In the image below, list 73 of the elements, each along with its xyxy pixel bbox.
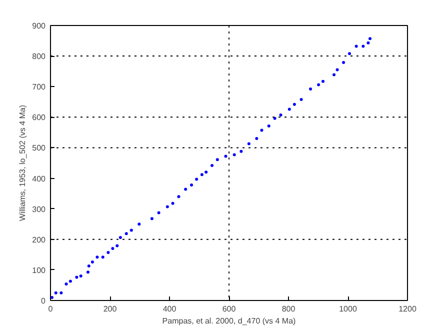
y-tick-label: 0 (41, 296, 46, 306)
y-axis-title: Williams, 1953, lo_502 (vs 4 Ma) (18, 104, 28, 222)
point (232, 153, 236, 156)
point (106, 251, 110, 254)
point (116, 244, 119, 248)
point (348, 52, 351, 56)
point (332, 73, 336, 76)
point (204, 170, 208, 174)
point (267, 124, 270, 128)
point (87, 264, 90, 268)
point (195, 178, 198, 181)
point (54, 291, 58, 294)
point (336, 68, 339, 72)
x-tick-label: 800 (282, 304, 296, 314)
point (124, 232, 128, 236)
point (292, 102, 296, 106)
y-tick-label: 900 (32, 22, 46, 30)
point (342, 60, 346, 64)
point (68, 280, 72, 283)
point (322, 80, 325, 83)
point (210, 164, 214, 167)
point (300, 98, 303, 101)
point (79, 274, 82, 278)
point (247, 142, 250, 146)
point (309, 88, 312, 91)
point (273, 116, 276, 120)
point (260, 128, 264, 132)
point (60, 291, 63, 294)
y-tick-label: 200 (32, 235, 46, 244)
point (255, 137, 258, 140)
x-tick-label: 0 (48, 304, 54, 314)
point (177, 195, 180, 198)
point (362, 44, 365, 48)
point (64, 282, 68, 286)
point (138, 222, 141, 226)
x-tick-label: 200 (103, 304, 118, 314)
x-tick-label: 1000 (339, 304, 358, 314)
point (279, 114, 282, 117)
point (171, 202, 174, 205)
point (118, 236, 122, 240)
point (130, 228, 133, 232)
point (240, 150, 243, 153)
point (96, 256, 99, 259)
x-tick-label: 400 (162, 304, 177, 314)
x-tick-label: 600 (222, 304, 236, 314)
point (86, 270, 90, 274)
point (200, 173, 204, 176)
point (157, 211, 160, 214)
y-tick-label: 300 (32, 204, 46, 214)
y-tick-label: 400 (32, 174, 46, 184)
point (90, 260, 94, 264)
point (166, 205, 169, 208)
point (288, 108, 291, 111)
y-tick-label: 500 (32, 144, 46, 153)
point (111, 247, 114, 250)
point (101, 256, 104, 259)
x-tick-label: 1200 (398, 304, 417, 314)
point (317, 83, 320, 86)
point (368, 37, 372, 40)
point (216, 158, 219, 162)
y-tick-label: 700 (32, 82, 46, 92)
point (190, 184, 194, 186)
point (366, 41, 370, 44)
y-tick-label: 100 (32, 266, 46, 275)
point (354, 44, 358, 48)
point (50, 296, 54, 299)
y-tick-label: 600 (32, 113, 46, 122)
x-axis-title: Pampas, et al. 2000, d_470 (vs 4 Ma) (162, 316, 296, 326)
point (184, 188, 188, 191)
point (224, 154, 228, 158)
y-tick-label: 800 (32, 52, 46, 62)
point (75, 276, 78, 279)
point (150, 217, 154, 220)
